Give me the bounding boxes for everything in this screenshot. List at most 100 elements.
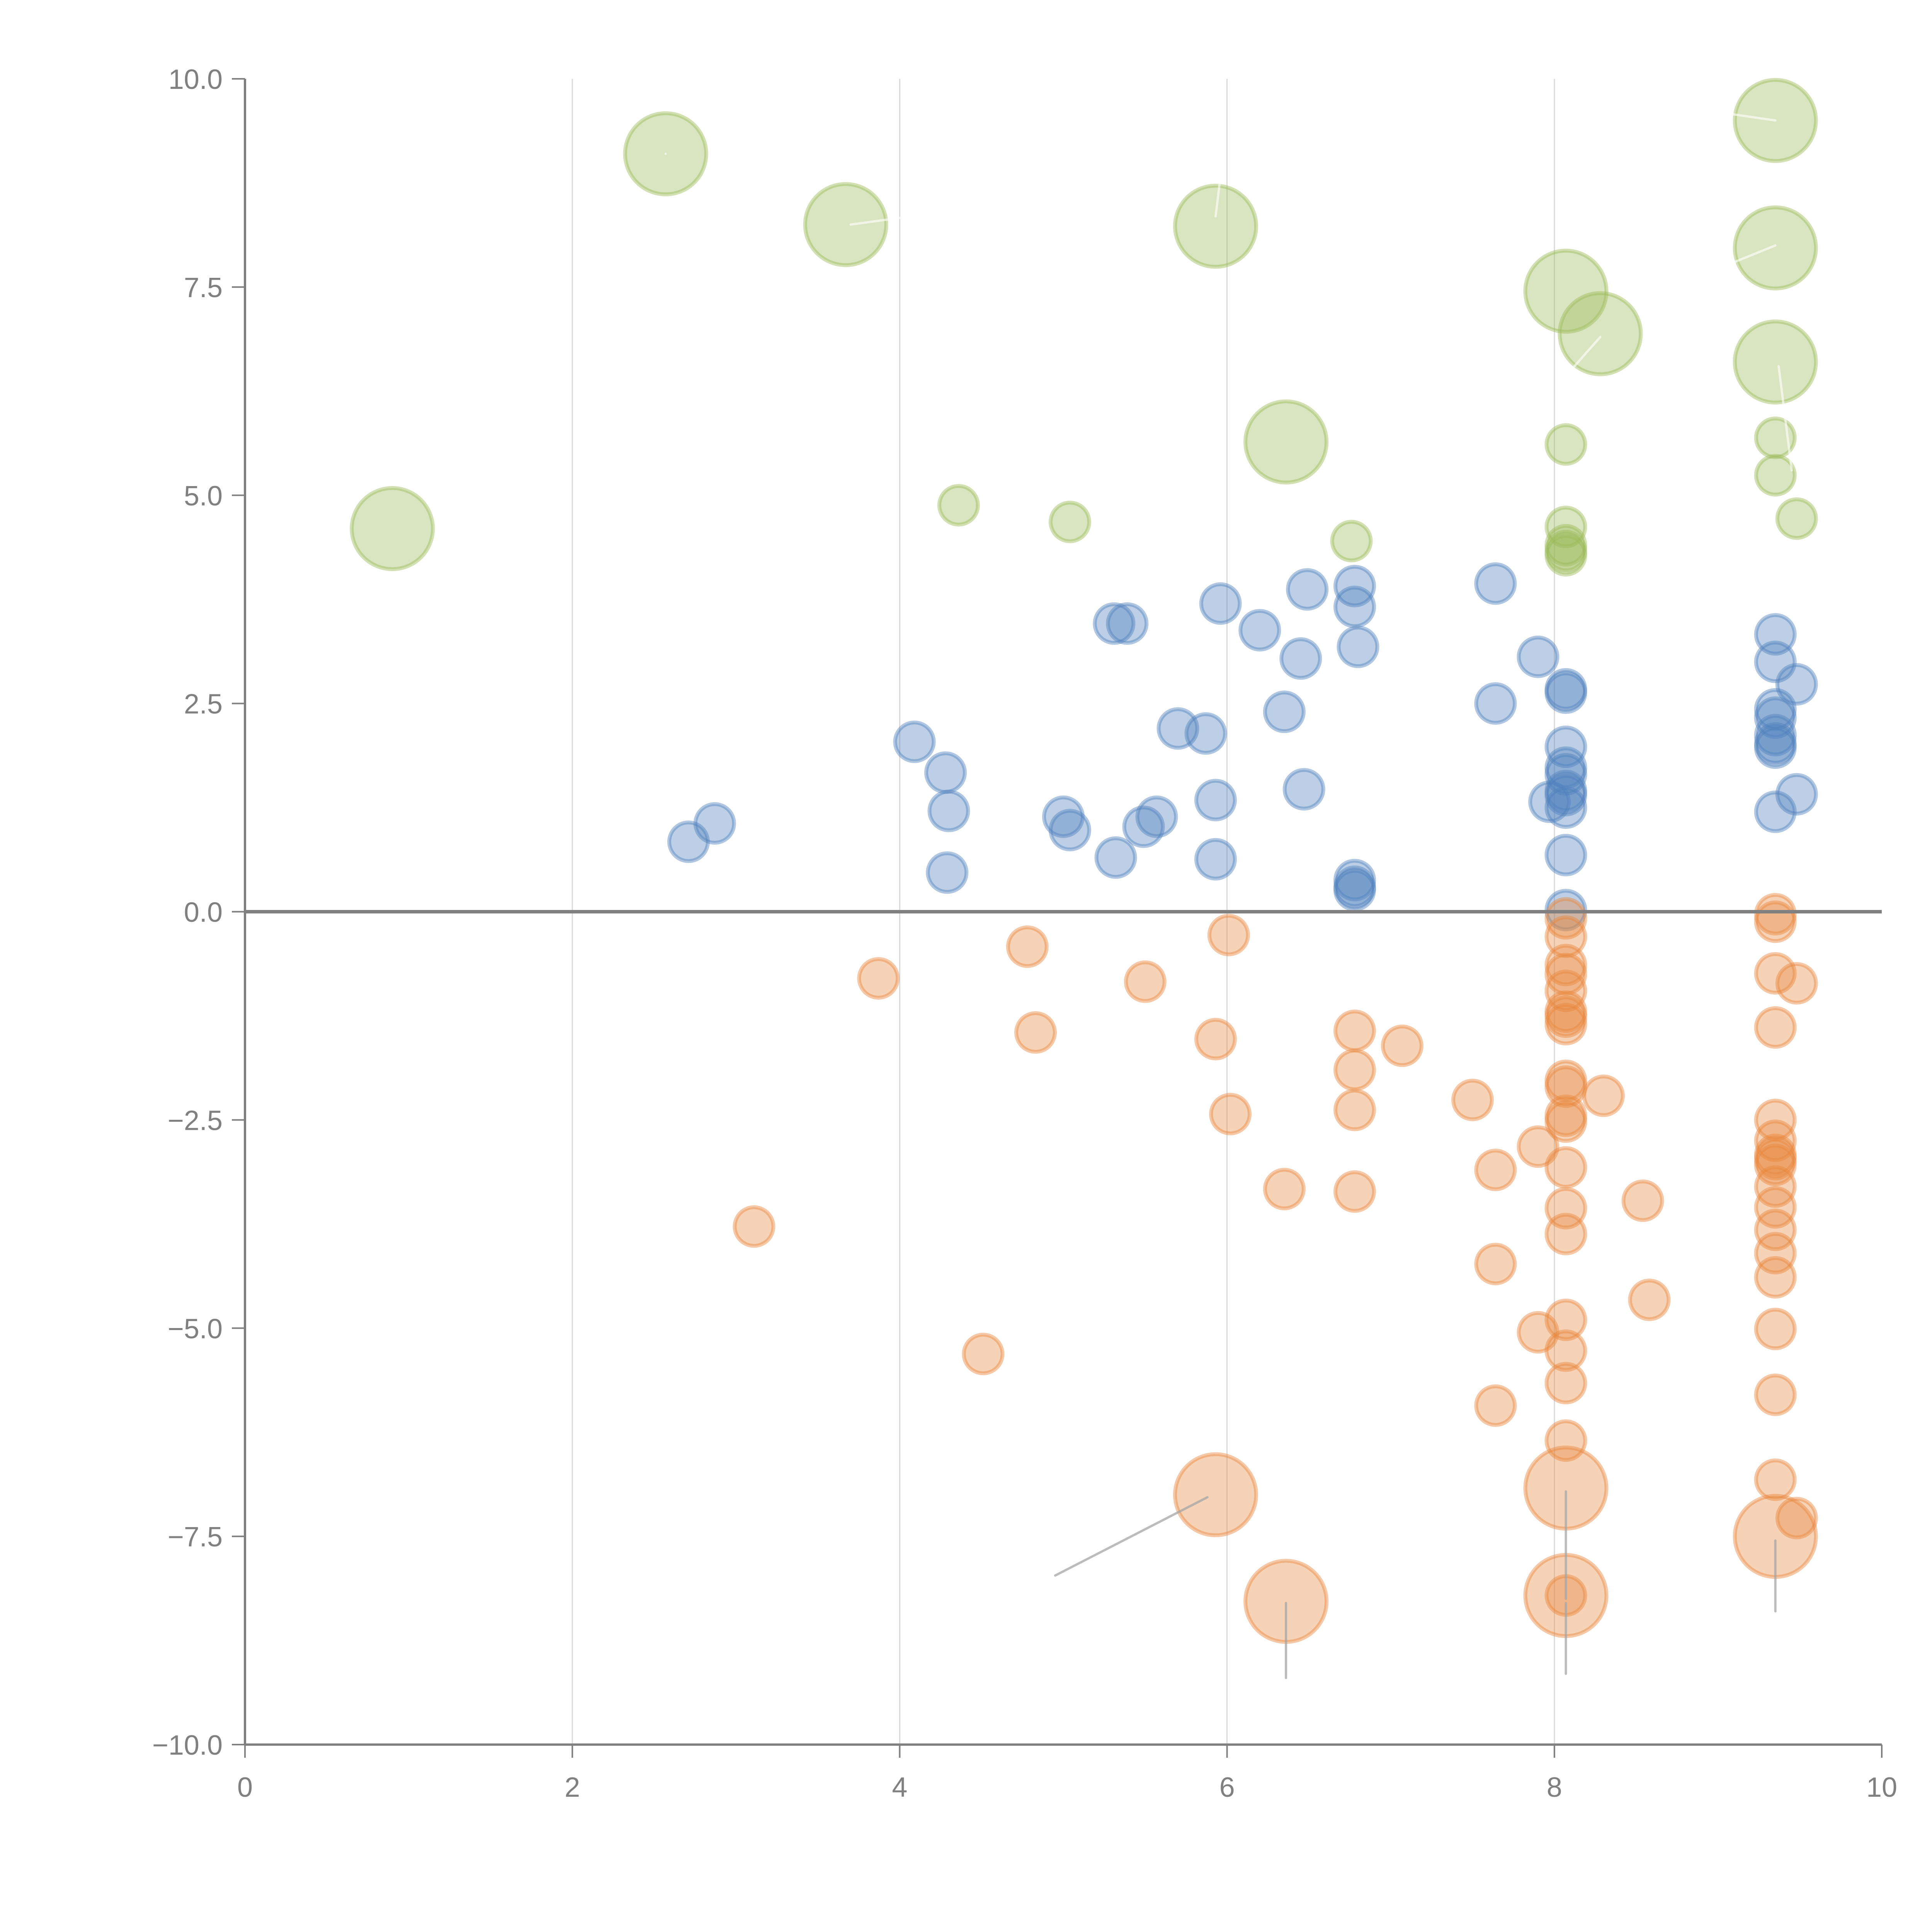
data-point-blue (1544, 746, 1587, 789)
data-point-orange (1544, 915, 1587, 958)
data-point-green (1754, 454, 1797, 497)
annotation-leader-line (1777, 365, 1793, 472)
data-point-blue (893, 720, 936, 763)
data-point-orange (1544, 1100, 1587, 1143)
data-point-green (1243, 399, 1329, 485)
data-point-orange (1754, 1006, 1797, 1049)
x-tick-label: 10 (1866, 1772, 1897, 1803)
data-point-green (1523, 248, 1609, 334)
data-point-orange (1754, 1232, 1797, 1275)
data-point-orange (1754, 952, 1797, 995)
data-point-blue (1093, 602, 1136, 645)
data-point-orange (1173, 1452, 1258, 1537)
data-point-orange (1754, 1099, 1797, 1141)
data-points (350, 78, 1818, 1644)
data-point-orange (1628, 1278, 1671, 1321)
data-point-orange (1754, 1208, 1797, 1251)
data-point-orange (1544, 1003, 1587, 1046)
x-tick-label: 4 (892, 1772, 907, 1803)
y-tick-label: −7.5 (168, 1522, 223, 1553)
data-point-orange (1333, 1009, 1376, 1052)
annotation-leader-line (849, 216, 901, 226)
data-point-green (1330, 520, 1373, 563)
data-point-blue (693, 802, 736, 845)
data-point-orange (1544, 897, 1587, 940)
data-point-blue (1754, 722, 1797, 765)
data-point-green (1544, 505, 1587, 548)
data-point-blue (1194, 779, 1237, 821)
data-point-blue (1544, 774, 1587, 816)
data-point-orange (1381, 1024, 1423, 1067)
data-point-blue (1199, 582, 1242, 625)
data-point-green (1733, 319, 1818, 405)
y-tick-label: 10.0 (168, 64, 223, 95)
data-point-orange (733, 1205, 776, 1248)
data-point-orange (1754, 893, 1797, 935)
data-point-orange (1544, 1065, 1587, 1108)
data-point-orange (1194, 1018, 1237, 1061)
data-point-orange (857, 957, 900, 1000)
data-point-orange (1582, 1074, 1625, 1117)
data-point-blue (1544, 833, 1587, 876)
data-point-orange (1754, 1308, 1797, 1350)
data-point-green (1173, 184, 1258, 269)
data-point-blue (1528, 780, 1571, 823)
data-point-blue (1517, 635, 1560, 678)
x-tick-label: 8 (1547, 1772, 1562, 1803)
data-point-orange (1754, 900, 1797, 943)
y-tick-label: 5.0 (184, 481, 223, 512)
data-point-orange (1775, 1497, 1818, 1539)
data-point-blue (1135, 795, 1178, 838)
annotation-leaders (664, 111, 1793, 1679)
data-point-orange (1544, 1362, 1587, 1405)
data-point-blue (1754, 714, 1797, 757)
data-point-orange (1544, 1146, 1587, 1189)
annotation-leader-line (1717, 111, 1777, 122)
y-tick-label: 0.0 (184, 897, 223, 928)
data-point-blue (1775, 773, 1818, 816)
data-point-orange (1544, 1419, 1587, 1462)
data-point-orange (1263, 1168, 1306, 1211)
data-point-orange (1544, 1213, 1587, 1255)
data-point-orange (1517, 1125, 1560, 1168)
data-point-blue (1333, 869, 1376, 912)
data-point-orange (1333, 1049, 1376, 1092)
annotation-leader-line (1733, 244, 1777, 264)
data-point-blue (1263, 690, 1306, 733)
data-point-green (937, 484, 980, 527)
x-axis-ticks: 0 2 4 6 8 10 (237, 1745, 1897, 1803)
data-point-green (1544, 524, 1587, 567)
data-point-orange (1544, 1060, 1587, 1102)
x-tick-label: 2 (565, 1772, 580, 1803)
data-point-blue (1544, 786, 1587, 829)
data-point-orange (1544, 990, 1587, 1033)
data-point-blue (1544, 725, 1587, 768)
data-point-blue (927, 789, 970, 832)
data-point-orange (1775, 962, 1818, 1005)
data-point-blue (1337, 626, 1379, 668)
data-point-orange (1451, 1078, 1494, 1121)
data-point-orange (1754, 1143, 1797, 1186)
data-point-blue (1106, 602, 1149, 645)
data-point-orange (1754, 1165, 1797, 1208)
data-point-orange (1544, 1298, 1587, 1341)
data-point-blue (1754, 640, 1797, 683)
y-tick-label: 2.5 (184, 689, 223, 720)
data-point-blue (1282, 768, 1325, 811)
data-point-orange (1544, 995, 1587, 1038)
y-axis-ticks: 10.0 7.5 5.0 2.5 0.0 −2.5 −5.0 −7.5 −10.0 (152, 64, 245, 1761)
data-point-blue (1544, 769, 1587, 812)
series-orange (733, 893, 1818, 1644)
series-blue (667, 562, 1818, 932)
data-point-orange (1621, 1179, 1664, 1222)
data-point-orange (962, 1333, 1005, 1376)
data-point-blue (1754, 688, 1797, 731)
data-point-orange (1754, 1458, 1797, 1501)
data-point-blue (1544, 668, 1587, 711)
data-point-blue (1754, 613, 1797, 656)
data-point-orange (1544, 953, 1587, 996)
data-point-green (803, 182, 888, 267)
data-point-orange (1544, 1329, 1587, 1372)
data-point-blue (1238, 609, 1281, 651)
